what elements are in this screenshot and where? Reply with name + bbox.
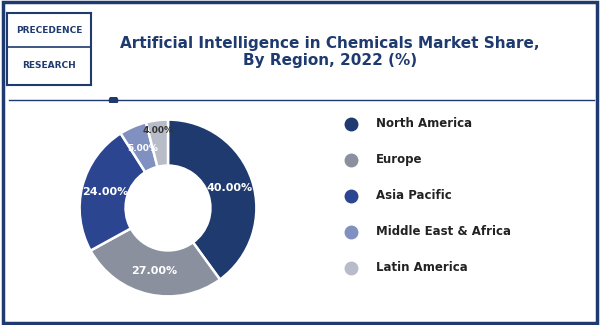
Text: Middle East & Africa: Middle East & Africa (376, 225, 511, 238)
Text: 27.00%: 27.00% (131, 266, 177, 276)
Text: Europe: Europe (376, 153, 423, 166)
Wedge shape (91, 228, 220, 296)
Wedge shape (168, 120, 256, 280)
Text: 40.00%: 40.00% (207, 183, 253, 193)
Text: 5.00%: 5.00% (127, 144, 158, 153)
Text: RESEARCH: RESEARCH (22, 61, 76, 71)
Wedge shape (146, 120, 168, 167)
Text: Artificial Intelligence in Chemicals Market Share,
By Region, 2022 (%): Artificial Intelligence in Chemicals Mar… (120, 36, 540, 68)
Wedge shape (80, 133, 145, 251)
Text: PRECEDENCE: PRECEDENCE (16, 26, 82, 35)
Wedge shape (121, 123, 157, 172)
Text: North America: North America (376, 117, 472, 130)
Text: Asia Pacific: Asia Pacific (376, 189, 452, 202)
Text: 24.00%: 24.00% (82, 187, 128, 197)
Text: 4.00%: 4.00% (143, 126, 174, 135)
Text: Latin America: Latin America (376, 261, 468, 274)
